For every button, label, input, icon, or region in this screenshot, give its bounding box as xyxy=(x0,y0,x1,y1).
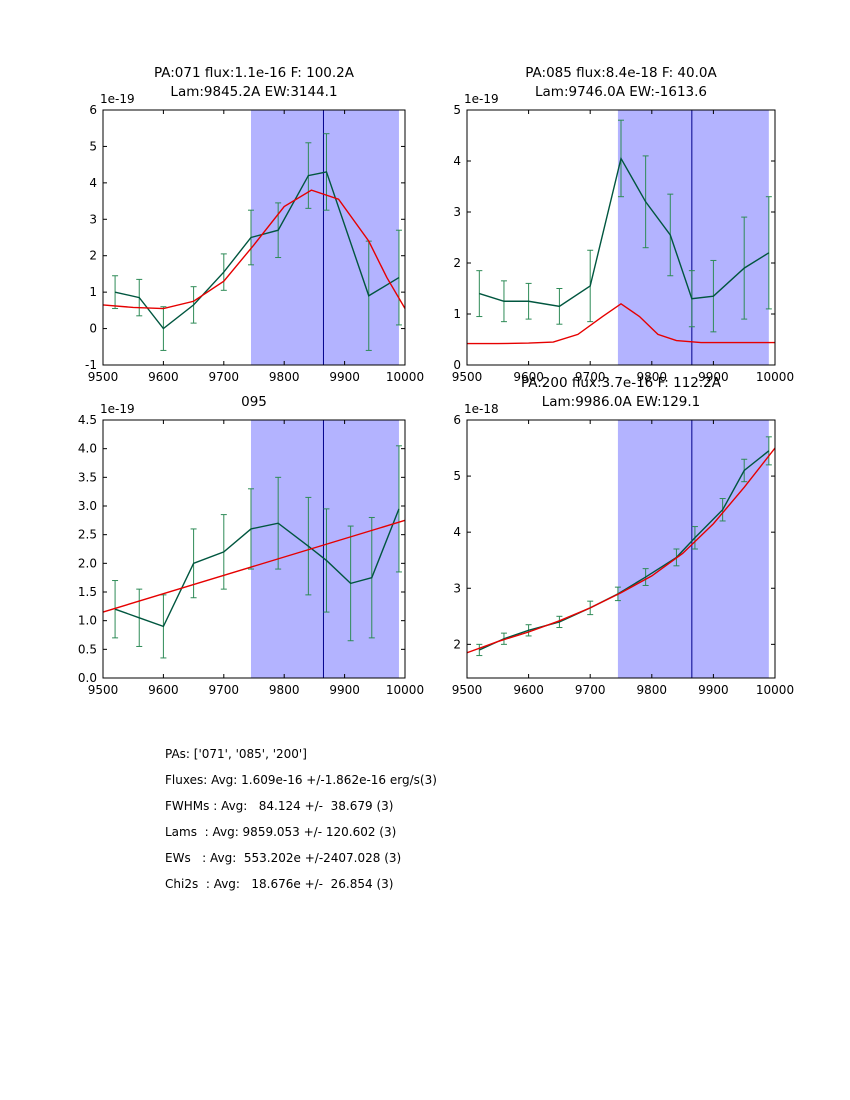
summary-pas: PAs: ['071', '085', '200'] xyxy=(165,747,307,761)
y-axis-offset-label-pa200: 1e-18 xyxy=(464,402,499,416)
y-tick-label: 4.0 xyxy=(78,442,97,456)
y-tick-label: 2 xyxy=(453,637,461,651)
summary-fwhms: FWHMs : Avg: 84.124 +/- 38.679 (3) xyxy=(165,799,394,813)
x-tick-label: 9500 xyxy=(88,683,119,697)
y-tick-label: 2.5 xyxy=(78,528,97,542)
spectrum-line xyxy=(479,156,770,308)
x-tick-label: 9700 xyxy=(209,370,240,384)
x-tick-label: 9600 xyxy=(148,370,179,384)
x-tick-label: 9800 xyxy=(269,683,300,697)
x-tick-label: 9600 xyxy=(148,683,179,697)
axes-frame xyxy=(102,419,406,679)
axes-frame xyxy=(102,109,406,366)
plot-title-pa200: PA:200 flux:3.7e-16 F: 112.2A Lam:9986.0… xyxy=(467,374,775,412)
x-tick-label: 9800 xyxy=(269,370,300,384)
y-tick-label: 5 xyxy=(89,139,97,153)
summary-fluxes: Fluxes: Avg: 1.609e-16 +/-1.862e-16 erg/… xyxy=(165,773,437,787)
y-axis-offset-label-pa085: 1e-19 xyxy=(464,92,499,106)
y-tick-label: 3 xyxy=(453,205,461,219)
spectrum-line xyxy=(479,450,770,651)
y-tick-label: 4 xyxy=(89,176,97,190)
y-tick-label: 1 xyxy=(89,285,97,299)
y-tick-label: 5 xyxy=(453,469,461,483)
y-tick-label: 2 xyxy=(453,256,461,270)
fit-line xyxy=(102,519,406,613)
summary-lams: Lams : Avg: 9859.053 +/- 120.602 (3) xyxy=(165,825,397,839)
y-axis-offset-label-pa071: 1e-19 xyxy=(100,92,135,106)
selection-band xyxy=(250,110,399,365)
plot-title-095: 095 xyxy=(103,374,405,412)
summary-chi2s: Chi2s : Avg: 18.676e +/- 26.854 (3) xyxy=(165,877,394,891)
y-tick-label: 6 xyxy=(453,413,461,427)
summary-ews: EWs : Avg: 553.202e +/-2407.028 (3) xyxy=(165,851,402,865)
plot-title-line-1: PA:200 flux:3.7e-16 F: 112.2A xyxy=(520,375,722,391)
x-tick-label: 10000 xyxy=(756,683,794,697)
plot-title-pa085: PA:085 flux:8.4e-18 F: 40.0A Lam:9746.0A… xyxy=(467,64,775,102)
spectrum-line xyxy=(114,171,400,330)
axes-frame xyxy=(466,109,776,366)
x-tick-label: 9800 xyxy=(637,683,668,697)
axis-ticks: 9500 9600 9700 9800 9900 10000 -1 0 1 2 3 4 5 6 xyxy=(85,103,424,384)
y-tick-label: 3.0 xyxy=(78,499,97,513)
spectrum-line xyxy=(114,508,400,628)
y-tick-label: 1.5 xyxy=(78,585,97,599)
y-tick-label: 2.0 xyxy=(78,556,97,570)
y-tick-label: 0 xyxy=(89,322,97,336)
plot-title-line-2: Lam:9845.2A EW:3144.1 xyxy=(170,84,338,100)
x-tick-label: 9900 xyxy=(698,683,729,697)
y-tick-label: 6 xyxy=(89,103,97,117)
fit-line xyxy=(467,302,775,345)
plot-canvas-pa071: 9500 9600 9700 9800 9900 10000 -1 0 1 2 3 4 5 6 xyxy=(85,103,424,384)
summary-block: PAs: ['071', '085', '200'] Fluxes: Avg: … xyxy=(165,741,437,897)
y-tick-label: 0 xyxy=(453,358,461,372)
y-tick-label: 3 xyxy=(89,212,97,226)
x-tick-label: 9800 xyxy=(637,370,668,384)
plot-title-line-1: 095 xyxy=(241,394,267,410)
selection-band xyxy=(617,110,769,365)
fit-line xyxy=(102,189,406,310)
x-tick-label: 9900 xyxy=(698,370,729,384)
x-tick-label: 10000 xyxy=(386,370,424,384)
plot-title-line-2: Lam:9746.0A EW:-1613.6 xyxy=(535,84,707,100)
plot-title-line-1: PA:071 flux:1.1e-16 F: 100.2A xyxy=(153,65,355,81)
axis-ticks: 9500 9600 9700 9800 9900 10000 0 1 2 3 4 5 xyxy=(452,103,794,384)
plot-title-line-2: Lam:9986.0A EW:129.1 xyxy=(541,394,701,410)
y-tick-label: 0.0 xyxy=(78,671,97,685)
y-tick-label: 0.5 xyxy=(78,642,97,656)
y-tick-label: 1 xyxy=(453,307,461,321)
x-tick-label: 9500 xyxy=(88,370,119,384)
x-tick-label: 10000 xyxy=(756,370,794,384)
plot-title-line-1: PA:085 flux:8.4e-18 F: 40.0A xyxy=(525,65,717,81)
y-tick-label: 1.0 xyxy=(78,614,97,628)
x-tick-label: 9600 xyxy=(513,370,544,384)
y-tick-label: 4 xyxy=(453,525,461,539)
x-tick-label: 9900 xyxy=(329,370,360,384)
x-tick-label: 9500 xyxy=(452,370,483,384)
fit-line xyxy=(466,447,776,654)
y-tick-label: 5 xyxy=(453,103,461,117)
plot-canvas-pa200: 9500 9600 9700 9800 9900 10000 2 3 4 5 6 xyxy=(452,413,794,697)
x-tick-label: 9700 xyxy=(209,683,240,697)
y-axis-offset-label-095: 1e-19 xyxy=(100,402,135,416)
x-tick-label: 9700 xyxy=(575,370,606,384)
x-tick-label: 9900 xyxy=(329,683,360,697)
axis-ticks: 9500 9600 9700 9800 9900 10000 2 3 4 5 6 xyxy=(452,413,794,697)
y-tick-label: 3.5 xyxy=(78,470,97,484)
y-tick-label: 4.5 xyxy=(78,413,97,427)
plot-canvas-095: 9500 9600 9700 9800 9900 10000 0.0 0.5 1.0 1.5 2.0… xyxy=(78,413,424,697)
axes-frame xyxy=(466,419,776,679)
selection-band xyxy=(250,420,399,678)
x-tick-label: 10000 xyxy=(386,683,424,697)
y-tick-label: -1 xyxy=(85,358,97,372)
x-tick-label: 9500 xyxy=(452,683,483,697)
x-tick-label: 9700 xyxy=(575,683,606,697)
y-tick-label: 2 xyxy=(89,249,97,263)
y-tick-label: 4 xyxy=(453,154,461,168)
plot-canvas-pa085: 9500 9600 9700 9800 9900 10000 0 1 2 3 4 5 xyxy=(452,103,794,384)
y-tick-label: 3 xyxy=(453,581,461,595)
plot-title-pa071: PA:071 flux:1.1e-16 F: 100.2A Lam:9845.2… xyxy=(103,64,405,102)
x-tick-label: 9600 xyxy=(513,683,544,697)
